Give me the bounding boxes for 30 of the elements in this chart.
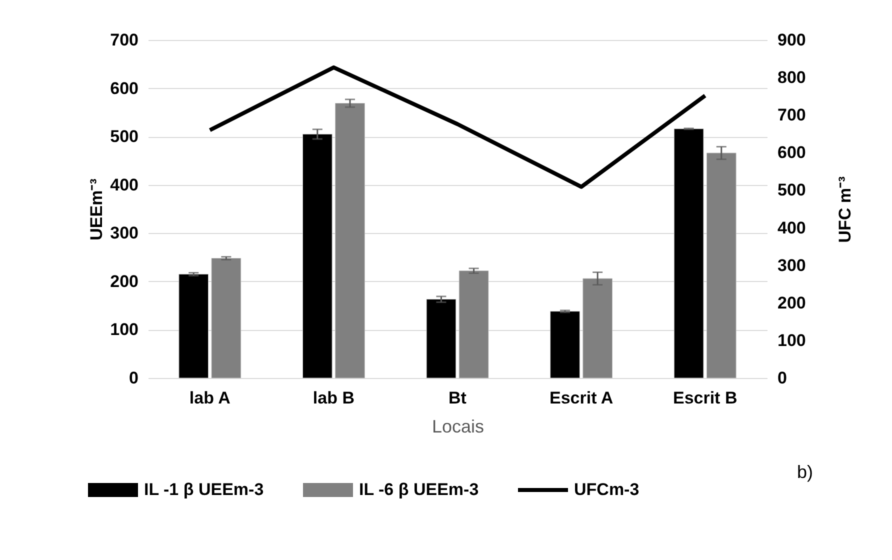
y-axis-title: UEEm⁻³ bbox=[87, 178, 106, 240]
y-tick-label: 0 bbox=[129, 368, 138, 388]
x-tick-label: lab B bbox=[312, 388, 354, 408]
y2-tick-label: 200 bbox=[778, 293, 806, 312]
x-tick-label: Escrit A bbox=[549, 388, 614, 408]
x-tick-label: Bt bbox=[448, 388, 467, 408]
y2-tick-label: 600 bbox=[778, 143, 806, 162]
y2-tick-label: 300 bbox=[778, 256, 806, 275]
y-tick-label: 400 bbox=[110, 175, 138, 194]
x-tick-label: lab A bbox=[189, 388, 230, 408]
legend-label: UFCm-3 bbox=[574, 480, 640, 499]
legend-label: IL -1 β UEEm-3 bbox=[144, 480, 264, 499]
y2-tick-label: 400 bbox=[778, 218, 806, 238]
x-tick-label: Escrit B bbox=[672, 388, 738, 408]
y-tick-label: 200 bbox=[110, 272, 138, 291]
y-tick-label: 100 bbox=[110, 320, 138, 340]
y2-axis-title: UFC m⁻³ bbox=[836, 176, 854, 243]
y2-tick-label: 0 bbox=[778, 368, 787, 388]
y-tick-label: 500 bbox=[110, 127, 138, 146]
y-tick-label: 300 bbox=[110, 224, 138, 243]
y2-tick-label: 900 bbox=[778, 30, 806, 50]
y-tick-label: 600 bbox=[110, 78, 138, 98]
y-tick-label: 700 bbox=[110, 30, 138, 50]
y2-tick-label: 700 bbox=[778, 106, 806, 125]
y2-tick-label: 800 bbox=[778, 68, 806, 88]
legend-label: IL -6 β UEEm-3 bbox=[359, 480, 479, 499]
y2-tick-label: 500 bbox=[778, 180, 806, 200]
text: b) bbox=[797, 462, 814, 482]
x-axis-title: Locais bbox=[432, 416, 484, 436]
y2-tick-label: 100 bbox=[778, 330, 806, 350]
